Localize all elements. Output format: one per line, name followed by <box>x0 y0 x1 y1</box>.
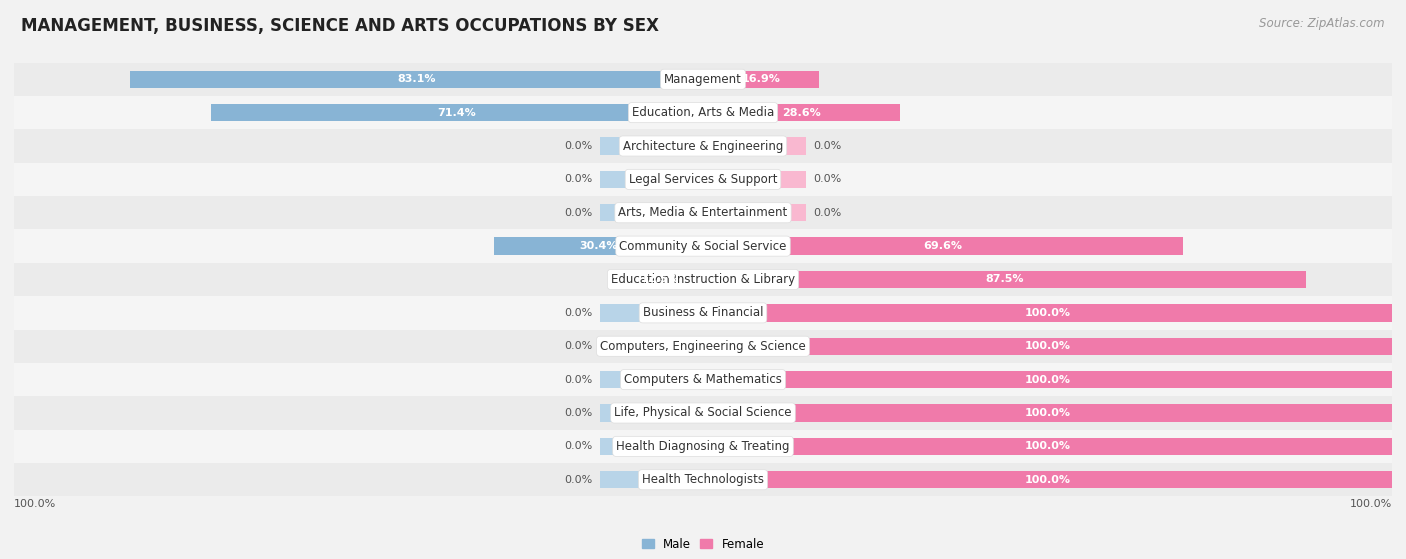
Bar <box>703 104 900 121</box>
Bar <box>14 430 1392 463</box>
Text: 83.1%: 83.1% <box>398 74 436 84</box>
Bar <box>599 471 703 489</box>
Text: 100.0%: 100.0% <box>1350 499 1392 509</box>
Bar <box>703 204 807 221</box>
Bar <box>703 70 820 88</box>
Text: 100.0%: 100.0% <box>1025 308 1070 318</box>
Text: 0.0%: 0.0% <box>565 174 593 184</box>
Bar <box>703 304 1392 321</box>
Bar <box>14 263 1392 296</box>
Text: 87.5%: 87.5% <box>986 274 1024 285</box>
Bar <box>599 304 703 321</box>
Text: 0.0%: 0.0% <box>813 208 841 218</box>
Text: Life, Physical & Social Science: Life, Physical & Social Science <box>614 406 792 419</box>
Text: 100.0%: 100.0% <box>1025 341 1070 351</box>
Text: Health Diagnosing & Treating: Health Diagnosing & Treating <box>616 440 790 453</box>
Bar <box>599 404 703 421</box>
Bar <box>599 338 703 355</box>
Text: Computers & Mathematics: Computers & Mathematics <box>624 373 782 386</box>
Bar <box>14 163 1392 196</box>
Bar <box>494 238 703 255</box>
Bar <box>599 371 703 389</box>
Bar <box>14 330 1392 363</box>
Text: 0.0%: 0.0% <box>565 341 593 351</box>
Bar <box>14 129 1392 163</box>
Text: 12.5%: 12.5% <box>641 274 679 285</box>
Bar <box>703 138 807 155</box>
Text: Management: Management <box>664 73 742 86</box>
Bar <box>14 96 1392 129</box>
Text: Legal Services & Support: Legal Services & Support <box>628 173 778 186</box>
Text: 69.6%: 69.6% <box>924 241 962 251</box>
Bar <box>14 63 1392 96</box>
Bar <box>14 229 1392 263</box>
Bar <box>599 438 703 455</box>
Text: 100.0%: 100.0% <box>1025 408 1070 418</box>
Text: Community & Social Service: Community & Social Service <box>619 240 787 253</box>
Text: 0.0%: 0.0% <box>565 141 593 151</box>
Text: Architecture & Engineering: Architecture & Engineering <box>623 140 783 153</box>
Bar <box>703 170 807 188</box>
Text: 0.0%: 0.0% <box>565 475 593 485</box>
Text: Education Instruction & Library: Education Instruction & Library <box>612 273 794 286</box>
Text: Computers, Engineering & Science: Computers, Engineering & Science <box>600 340 806 353</box>
Bar <box>703 238 1182 255</box>
Bar <box>131 70 703 88</box>
Bar <box>599 204 703 221</box>
Text: 100.0%: 100.0% <box>14 499 56 509</box>
Bar <box>703 438 1392 455</box>
Text: 0.0%: 0.0% <box>813 141 841 151</box>
Bar <box>617 271 703 288</box>
Bar <box>599 170 703 188</box>
Bar <box>703 371 1392 389</box>
Bar <box>14 296 1392 330</box>
Bar <box>703 404 1392 421</box>
Text: MANAGEMENT, BUSINESS, SCIENCE AND ARTS OCCUPATIONS BY SEX: MANAGEMENT, BUSINESS, SCIENCE AND ARTS O… <box>21 17 659 35</box>
Bar <box>14 396 1392 430</box>
Bar <box>703 271 1306 288</box>
Bar <box>14 363 1392 396</box>
Text: Business & Financial: Business & Financial <box>643 306 763 319</box>
Text: 71.4%: 71.4% <box>437 108 477 117</box>
Text: 0.0%: 0.0% <box>565 208 593 218</box>
Text: 30.4%: 30.4% <box>579 241 617 251</box>
Text: 0.0%: 0.0% <box>813 174 841 184</box>
Bar <box>599 138 703 155</box>
Bar <box>211 104 703 121</box>
Text: 28.6%: 28.6% <box>782 108 821 117</box>
Legend: Male, Female: Male, Female <box>637 533 769 555</box>
Text: 0.0%: 0.0% <box>565 442 593 451</box>
Text: 100.0%: 100.0% <box>1025 375 1070 385</box>
Text: 100.0%: 100.0% <box>1025 442 1070 451</box>
Bar <box>14 196 1392 229</box>
Text: 0.0%: 0.0% <box>565 308 593 318</box>
Text: Health Technologists: Health Technologists <box>643 473 763 486</box>
Text: 100.0%: 100.0% <box>1025 475 1070 485</box>
Text: Education, Arts & Media: Education, Arts & Media <box>631 106 775 119</box>
Text: Arts, Media & Entertainment: Arts, Media & Entertainment <box>619 206 787 219</box>
Bar <box>703 471 1392 489</box>
Bar <box>14 463 1392 496</box>
Text: Source: ZipAtlas.com: Source: ZipAtlas.com <box>1260 17 1385 30</box>
Text: 0.0%: 0.0% <box>565 408 593 418</box>
Text: 0.0%: 0.0% <box>565 375 593 385</box>
Text: 16.9%: 16.9% <box>742 74 780 84</box>
Bar <box>703 338 1392 355</box>
